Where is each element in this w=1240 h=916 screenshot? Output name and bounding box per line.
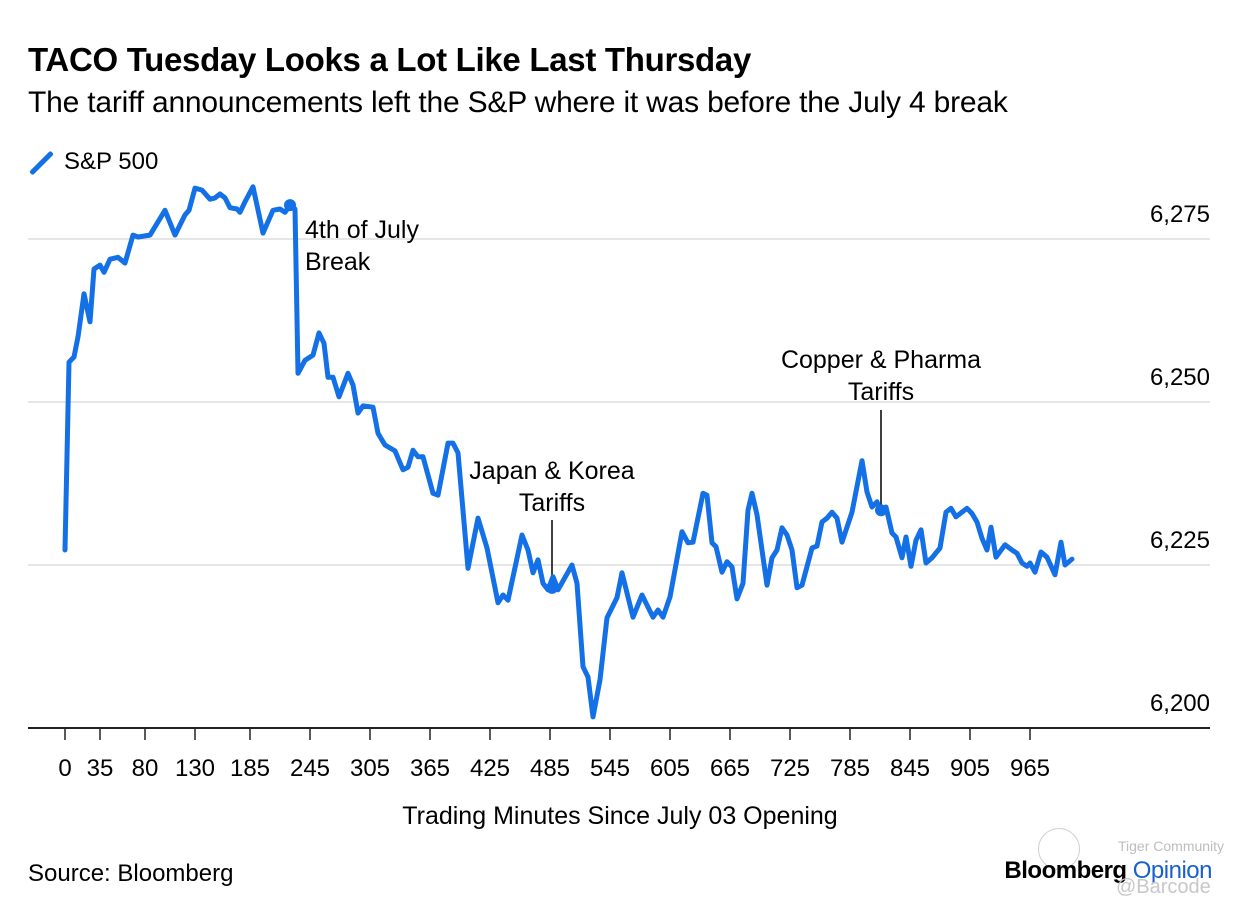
y-tick-label: 6,225 <box>1150 527 1210 554</box>
x-tick-label: 0 <box>58 755 71 782</box>
tiger-logo-icon <box>1038 828 1080 870</box>
line-chart: 6,200 6,225 6,250 6,275 0 35 80 130 185 245 305 36… <box>28 184 1210 782</box>
legend: S&P 500 <box>30 148 158 176</box>
annotations: 4th of July Break Japan & Korea Tariffs Copp… <box>284 199 981 594</box>
x-tick-label: 965 <box>1010 755 1050 782</box>
x-tick-label: 425 <box>470 755 510 782</box>
x-tick-label: 305 <box>350 755 390 782</box>
x-tick-label: 35 <box>87 755 114 782</box>
x-tick-label: 245 <box>290 755 330 782</box>
x-tick-label: 185 <box>230 755 270 782</box>
x-axis-title-text: Trading Minutes Since July 03 Opening <box>402 802 838 830</box>
x-tick-label: 485 <box>530 755 570 782</box>
chart-subtitle: The tariff announcements left the S&P wh… <box>28 86 1008 119</box>
annotation-label: Japan & Korea <box>469 457 634 485</box>
x-tick-label: 80 <box>132 755 159 782</box>
x-axis-title: Trading Minutes Since July 03 Opening <box>0 802 1240 831</box>
watermark-top: Tiger Community <box>1118 838 1225 854</box>
annotation-label: Copper & Pharma <box>781 346 981 374</box>
x-tick-label: 905 <box>950 755 990 782</box>
x-tick-label: 605 <box>650 755 690 782</box>
x-tick-label: 130 <box>175 755 215 782</box>
annotation-label: Tariffs <box>519 489 585 517</box>
brand-logo: Bloomberg Opinion <box>1004 857 1212 885</box>
annotation-label: 4th of July <box>305 216 419 244</box>
legend-label: S&P 500 <box>64 148 159 175</box>
brand-main: Bloomberg <box>1004 857 1127 884</box>
annotation-label: Break <box>305 248 371 276</box>
gridlines <box>28 238 1210 566</box>
x-tick-label: 785 <box>830 755 870 782</box>
x-tick-label: 845 <box>890 755 930 782</box>
chart-title: TACO Tuesday Looks a Lot Like Last Thurs… <box>28 41 752 78</box>
brand-accent: Opinion <box>1132 857 1213 884</box>
x-tick-label: 725 <box>770 755 810 782</box>
x-tick-label: 545 <box>590 755 630 782</box>
series-layer <box>62 184 1075 720</box>
x-tick-label: 665 <box>710 755 750 782</box>
y-tick-label: 6,200 <box>1150 690 1210 717</box>
y-tick-label: 6,275 <box>1150 201 1210 228</box>
watermark-bottom: @Barcode <box>1116 876 1211 898</box>
annotation-label: Tariffs <box>848 378 914 406</box>
x-tick-label: 365 <box>410 755 450 782</box>
series-line-sp500 <box>62 184 1075 720</box>
y-axis-ticks: 6,200 6,225 6,250 6,275 <box>1150 201 1210 717</box>
x-axis: 0 35 80 130 185 245 305 365 425 485 545 605 665 725 78… <box>28 727 1210 782</box>
y-tick-label: 6,250 <box>1150 364 1210 391</box>
source-note: Source: Bloomberg <box>28 860 234 887</box>
